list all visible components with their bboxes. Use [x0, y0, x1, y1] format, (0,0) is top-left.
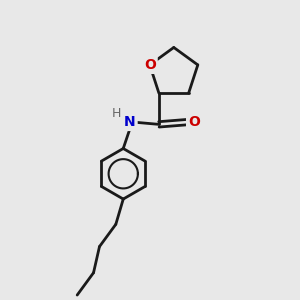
Text: O: O [188, 115, 200, 129]
Text: N: N [124, 115, 136, 129]
Text: O: O [144, 58, 156, 72]
Text: H: H [112, 107, 122, 120]
